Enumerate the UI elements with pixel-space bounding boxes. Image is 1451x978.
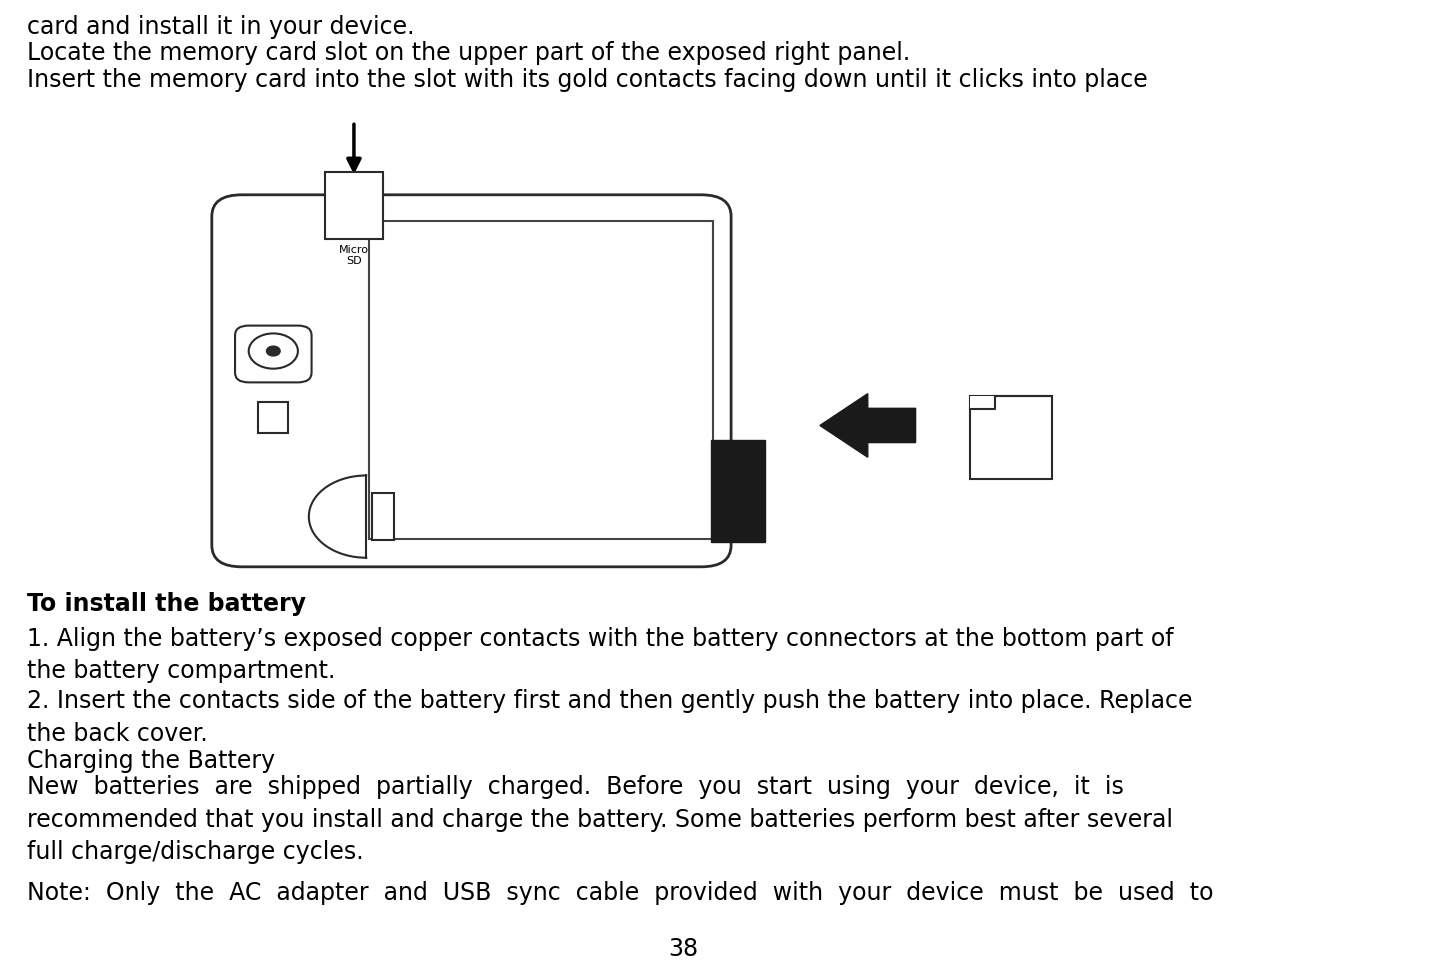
Text: 1. Align the battery’s exposed copper contacts with the battery connectors at th: 1. Align the battery’s exposed copper co…	[28, 626, 1174, 683]
Bar	[971, 397, 1052, 480]
Text: To install the battery: To install the battery	[28, 592, 306, 616]
Bar	[371, 494, 393, 541]
Text: New  batteries  are  shipped  partially  charged.  Before  you  start  using  yo: New batteries are shipped partially char…	[28, 775, 1174, 864]
Circle shape	[248, 334, 297, 370]
FancyBboxPatch shape	[235, 327, 312, 383]
Text: 2. Insert the contacts side of the battery first and then gently push the batter: 2. Insert the contacts side of the batte…	[28, 689, 1193, 745]
Bar	[711, 440, 765, 543]
Bar	[369, 222, 714, 540]
Text: Insert the memory card into the slot with its gold contacts facing down until it: Insert the memory card into the slot wit…	[28, 67, 1148, 92]
Polygon shape	[309, 476, 366, 558]
Text: Note:  Only  the  AC  adapter  and  USB  sync  cable  provided  with  your  devi: Note: Only the AC adapter and USB sync c…	[28, 880, 1214, 905]
Text: card and install it in your device.: card and install it in your device.	[28, 15, 415, 39]
Circle shape	[267, 347, 280, 357]
Text: Charging the Battery: Charging the Battery	[28, 748, 276, 773]
Bar	[258, 402, 289, 433]
Text: 38: 38	[669, 936, 698, 960]
FancyBboxPatch shape	[212, 196, 731, 567]
Text: Micro
SD: Micro SD	[340, 244, 369, 266]
Polygon shape	[820, 394, 916, 458]
Bar	[325, 173, 383, 240]
Text: Locate the memory card slot on the upper part of the exposed right panel.: Locate the memory card slot on the upper…	[28, 41, 911, 66]
Bar	[971, 397, 995, 409]
